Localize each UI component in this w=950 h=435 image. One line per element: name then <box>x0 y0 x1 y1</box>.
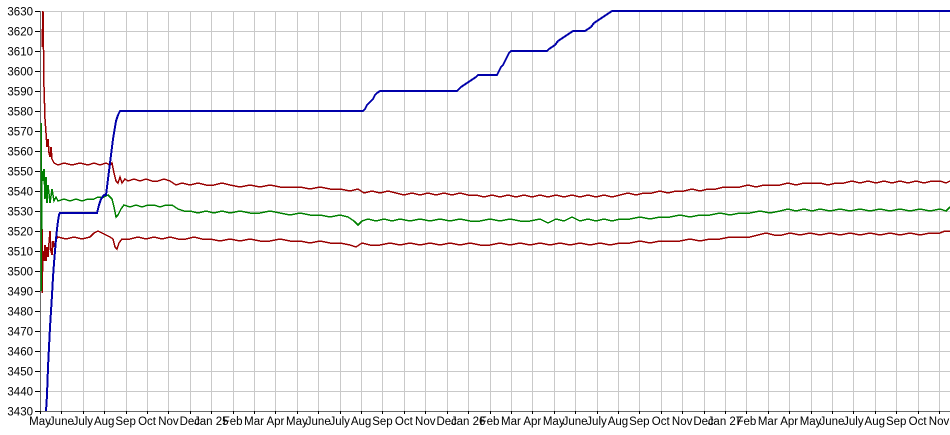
x-tick-label: May <box>800 416 822 428</box>
y-tick-label: 3460 <box>7 347 33 359</box>
x-tick-label: Apr <box>523 416 541 428</box>
series-upper-band <box>41 10 950 198</box>
series-lower-band <box>41 229 950 294</box>
x-tick-label: July <box>843 416 864 428</box>
y-tick-label: 3610 <box>7 47 33 59</box>
x-tick-label: Oct <box>138 416 157 428</box>
x-tick-label: Oct <box>652 416 671 428</box>
x-tick-label: July <box>329 416 350 428</box>
x-tick-label: June <box>306 416 331 428</box>
x-tick-label: May <box>543 416 565 428</box>
x-tick-label: Nov <box>158 416 179 428</box>
x-tick-label: Sep <box>886 416 906 428</box>
x-tick-label: Sep <box>629 416 649 428</box>
x-tick-label: Mar <box>244 416 264 428</box>
x-tick-label: Apr <box>780 416 798 428</box>
y-tick-label: 3450 <box>7 367 33 379</box>
x-tick-label: Jan 25 <box>194 416 229 428</box>
x-tick-label: Apr <box>266 416 284 428</box>
y-tick-label: 3550 <box>7 167 33 179</box>
y-tick-label: 3500 <box>7 267 33 279</box>
x-tick-label: Aug <box>94 416 114 428</box>
y-tick-label: 3600 <box>7 67 33 79</box>
y-tick-label: 3630 <box>7 7 33 19</box>
y-tick-label: 3530 <box>7 207 33 219</box>
y-tick-label: 3620 <box>7 27 33 39</box>
x-tick-label: Aug <box>865 416 885 428</box>
x-tick-label: Feb <box>480 416 500 428</box>
y-tick-label: 3510 <box>7 247 33 259</box>
x-tick-label: Sep <box>372 416 392 428</box>
x-tick-label: June <box>563 416 588 428</box>
x-tick-label: Sep <box>115 416 135 428</box>
y-tick-label: 3490 <box>7 287 33 299</box>
x-tick-label: Mar <box>758 416 778 428</box>
x-tick-label: Oct <box>909 416 928 428</box>
x-tick-label: July <box>73 416 94 428</box>
x-tick-label: July <box>586 416 607 428</box>
x-tick-label: Mar <box>501 416 521 428</box>
x-tick-label: Feb <box>736 416 756 428</box>
y-tick-label: 3570 <box>7 127 33 139</box>
horizontal-gridlines <box>40 11 950 412</box>
x-tick-label: Aug <box>608 416 628 428</box>
y-tick-label: 3470 <box>7 327 33 339</box>
x-tick-label: May <box>29 416 51 428</box>
y-tick-label: 3560 <box>7 147 33 159</box>
x-tick-label: Feb <box>223 416 243 428</box>
y-tick-label: 3440 <box>7 387 33 399</box>
x-tick-label: June <box>49 416 74 428</box>
x-tick-label: Jan 27 <box>708 416 743 428</box>
x-tick-label: Nov <box>415 416 436 428</box>
y-tick-label: 3590 <box>7 87 33 99</box>
x-tick-label: Jan 26 <box>451 416 486 428</box>
x-tick-label: Dec <box>693 416 714 428</box>
series-middle-line <box>40 123 950 292</box>
x-tick-label: May <box>286 416 308 428</box>
y-tick-label: 3430 <box>7 407 33 419</box>
y-axis: 3630 3620 3610 3600 3590 3580 3570 3560 3550 3540… <box>7 7 40 419</box>
y-tick-label: 3540 <box>7 187 33 199</box>
y-tick-label: 3480 <box>7 307 33 319</box>
x-tick-label: Dec <box>436 416 457 428</box>
y-tick-label: 3520 <box>7 227 33 239</box>
series-stepped-line <box>45 10 950 412</box>
x-tick-label: Aug <box>351 416 371 428</box>
x-tick-label: Oct <box>395 416 414 428</box>
x-tick-label: Dec <box>180 416 201 428</box>
x-tick-label: June <box>820 416 845 428</box>
x-tick-label: Nov <box>929 416 950 428</box>
y-tick-label: 3580 <box>7 107 33 119</box>
x-tick-label: Nov <box>672 416 693 428</box>
